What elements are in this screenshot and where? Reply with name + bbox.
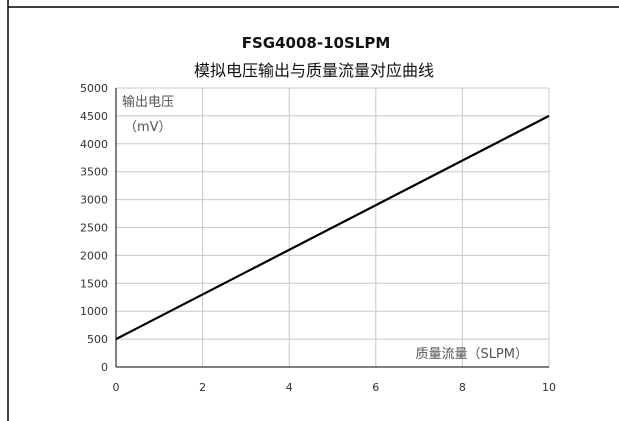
y-tick-label: 500 bbox=[87, 333, 108, 346]
y-axis-label: 输出电压 bbox=[122, 94, 174, 110]
x-axis-label: 质量流量（SLPM） bbox=[415, 347, 528, 362]
y-tick-label: 1500 bbox=[80, 277, 108, 290]
axes bbox=[115, 88, 549, 368]
grid-lines bbox=[116, 87, 550, 367]
tick-labels: 0 500 1000 1500 2000 2500 3000 3500 4000 4500 5000… bbox=[80, 82, 556, 394]
x-tick-label: 4 bbox=[286, 381, 293, 394]
x-tick-label: 2 bbox=[199, 381, 206, 394]
y-tick-label: 1000 bbox=[80, 305, 108, 318]
chart-title: FSG4008-10SLPM bbox=[242, 34, 391, 52]
series-line bbox=[115, 114, 550, 341]
data-series bbox=[115, 114, 550, 341]
y-tick-label: 4000 bbox=[80, 138, 108, 151]
chart-subtitle: 模拟电压输出与质量流量对应曲线 bbox=[194, 61, 434, 80]
x-tick-label: 0 bbox=[113, 381, 120, 394]
y-tick-label: 3500 bbox=[80, 166, 108, 179]
y-tick-label: 3000 bbox=[80, 194, 108, 207]
y-tick-label: 5000 bbox=[80, 82, 108, 95]
y-tick-label: 2000 bbox=[80, 249, 108, 262]
y-axis-unit-label: （mV） bbox=[124, 120, 172, 135]
x-tick-label: 6 bbox=[372, 381, 379, 394]
x-tick-label: 8 bbox=[459, 381, 466, 394]
x-tick-label: 10 bbox=[542, 381, 556, 394]
y-tick-label: 2500 bbox=[80, 222, 108, 235]
y-tick-label: 0 bbox=[101, 361, 108, 374]
y-tick-label: 4500 bbox=[80, 110, 108, 123]
